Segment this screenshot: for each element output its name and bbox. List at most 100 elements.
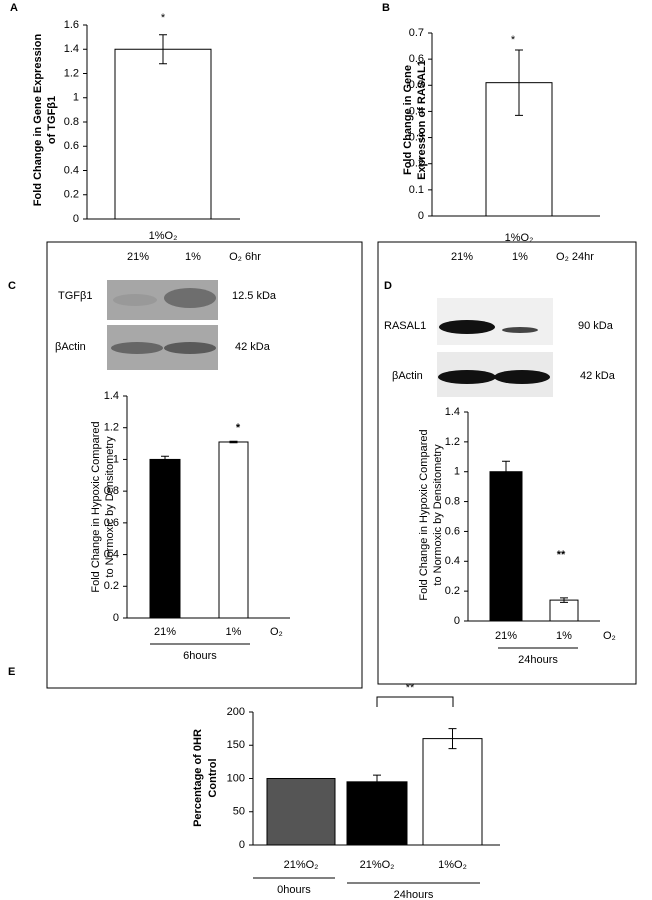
y-tick-label: 0.4 xyxy=(409,105,424,117)
protein-label: βActin xyxy=(392,370,423,382)
error-bar xyxy=(159,34,167,65)
y-axis-label: to Normoxic by Densitometry xyxy=(432,444,444,586)
panel-letter: D xyxy=(384,280,392,292)
y-tick-label: 0 xyxy=(73,213,79,225)
y-tick-label: 0.6 xyxy=(409,53,424,65)
y-tick-label: 1.2 xyxy=(104,422,119,434)
y-tick-label: 0.6 xyxy=(64,140,79,152)
protein-label: TGFβ1 xyxy=(58,290,92,302)
blot-condition: O₂ 24hr xyxy=(556,251,594,263)
y-tick-label: 0.2 xyxy=(104,580,119,592)
group-label: 6hours xyxy=(183,650,217,662)
y-tick-label: 0.2 xyxy=(445,585,460,597)
y-axis-label: Fold Change in Gene Expression xyxy=(32,34,44,207)
y-tick-label: 1.4 xyxy=(445,406,460,418)
panel-letter: A xyxy=(10,2,18,14)
y-tick-label: 0.8 xyxy=(64,116,79,128)
y-tick-label: 1 xyxy=(113,453,119,465)
bar xyxy=(346,781,408,846)
lane-label: 1% xyxy=(185,251,201,263)
blot-condition: O₂ 6hr xyxy=(229,251,261,263)
y-axis-label: of TGFβ1 xyxy=(46,96,58,144)
x-unit-label: O₂ xyxy=(603,630,616,642)
bar xyxy=(422,738,483,846)
x-tick-label: 1%O₂ xyxy=(149,230,178,242)
bar xyxy=(489,471,523,622)
significance-bracket xyxy=(376,696,454,707)
bar xyxy=(114,48,212,220)
y-axis-label: to Normoxic by Densitometry xyxy=(104,436,116,578)
significance-mark: ** xyxy=(406,682,415,694)
x-tick-label: 1%O₂ xyxy=(438,859,467,871)
y-axis-label: Fold Change in Gene xyxy=(402,65,414,175)
protein-label: RASAL1 xyxy=(384,320,426,332)
x-tick-label: 21%O₂ xyxy=(360,859,395,871)
panel-frame xyxy=(46,241,363,689)
y-tick-label: 0.2 xyxy=(409,158,424,170)
significance-mark: * xyxy=(161,12,166,24)
y-tick-label: 1.4 xyxy=(104,390,119,402)
panel-letter: C xyxy=(8,280,16,292)
x-tick-label: 1%O₂ xyxy=(505,232,534,244)
y-tick-label: 0.8 xyxy=(104,485,119,497)
error-bar xyxy=(560,597,568,603)
y-axis-label: Fold Change in Hypoxic Compared xyxy=(90,421,102,592)
x-tick-label: 21%O₂ xyxy=(284,859,319,871)
x-unit-label: O₂ xyxy=(270,626,283,638)
group-label: 24hours xyxy=(518,654,558,666)
y-tick-label: 0.1 xyxy=(409,184,424,196)
y-tick-label: 0 xyxy=(454,615,460,627)
y-tick-label: 150 xyxy=(227,739,245,751)
error-bar xyxy=(229,440,238,444)
size-label: 42 kDa xyxy=(235,341,271,353)
bar xyxy=(218,441,249,619)
panel-letter: E xyxy=(8,666,15,678)
y-axis-label: Expression of RASAL1 xyxy=(416,60,428,180)
lane-label: 1% xyxy=(512,251,528,263)
y-tick-label: 0 xyxy=(113,612,119,624)
size-label: 42 kDa xyxy=(580,370,616,382)
error-bar xyxy=(373,774,381,789)
significance-mark: * xyxy=(511,34,516,46)
y-tick-label: 0.6 xyxy=(104,517,119,529)
lane-label: 21% xyxy=(127,251,149,263)
x-tick-label: 21% xyxy=(495,630,517,642)
y-axis-label: Control xyxy=(207,758,219,797)
y-tick-label: 0.7 xyxy=(409,27,424,39)
y-tick-label: 0.8 xyxy=(445,495,460,507)
y-axis-label: Percentage of 0HR xyxy=(192,729,204,827)
y-tick-label: 0.5 xyxy=(409,79,424,91)
significance-mark: * xyxy=(236,422,241,434)
blot-image xyxy=(107,280,553,397)
group-label: 24hours xyxy=(394,889,434,900)
y-tick-label: 200 xyxy=(227,706,245,718)
size-label: 90 kDa xyxy=(578,320,614,332)
y-axis-label: Fold Change in Hypoxic Compared xyxy=(418,429,430,600)
significance-mark: ** xyxy=(557,549,566,561)
y-tick-label: 1.2 xyxy=(64,67,79,79)
protein-label: βActin xyxy=(55,341,86,353)
panel-frame xyxy=(377,241,637,685)
y-tick-label: 100 xyxy=(227,772,245,784)
y-tick-label: 0.4 xyxy=(445,555,460,567)
y-tick-label: 1 xyxy=(454,466,460,478)
error-bar xyxy=(502,460,510,483)
y-tick-label: 0.2 xyxy=(64,189,79,201)
bar xyxy=(549,599,579,622)
lane-label: 21% xyxy=(451,251,473,263)
y-tick-label: 50 xyxy=(233,806,245,818)
x-tick-label: 21% xyxy=(154,626,176,638)
error-bar xyxy=(448,728,457,750)
x-tick-label: 1% xyxy=(226,626,242,638)
y-tick-label: 0.3 xyxy=(409,131,424,143)
y-tick-label: 0 xyxy=(418,210,424,222)
group-label: 0hours xyxy=(277,884,311,896)
error-bar xyxy=(161,455,169,464)
bar xyxy=(149,458,181,619)
y-tick-label: 0.6 xyxy=(445,525,460,537)
y-tick-label: 0.4 xyxy=(64,164,79,176)
y-tick-label: 0 xyxy=(239,839,245,851)
bar xyxy=(266,778,336,846)
y-tick-label: 1.2 xyxy=(445,436,460,448)
